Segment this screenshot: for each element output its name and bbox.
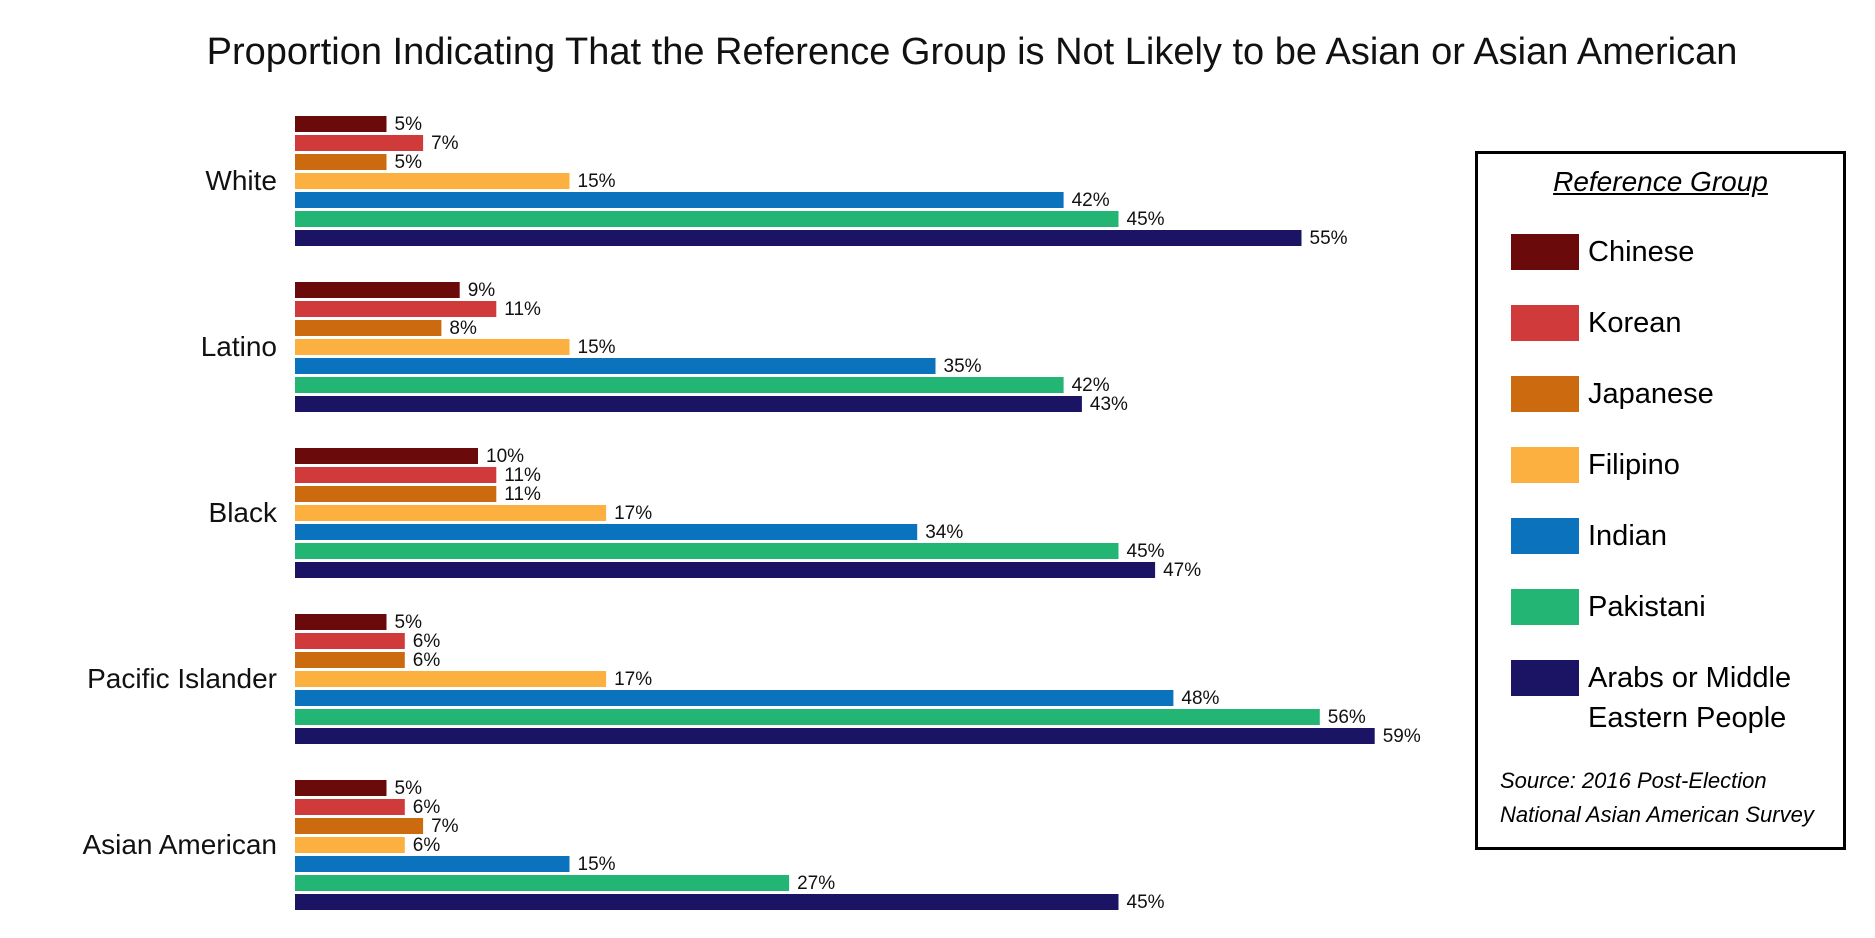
bar xyxy=(295,894,1119,910)
value-label: 35% xyxy=(944,356,982,377)
legend-label: Pakistani xyxy=(1588,591,1706,623)
legend-swatch xyxy=(1511,518,1579,554)
bar xyxy=(295,633,405,649)
legend: Reference Group Source: 2016 Post-Electi… xyxy=(1475,151,1846,850)
bar xyxy=(295,358,936,374)
value-label: 47% xyxy=(1163,560,1201,581)
category-label: Latino xyxy=(201,331,277,362)
value-label: 15% xyxy=(578,171,616,192)
bar xyxy=(295,211,1119,227)
bar xyxy=(295,524,918,540)
legend-title: Reference Group xyxy=(1553,166,1768,197)
legend-label: Arabs or Middle Eastern People xyxy=(1588,662,1792,734)
bar xyxy=(295,301,497,317)
legend-label: Chinese xyxy=(1588,236,1695,268)
value-label: 6% xyxy=(413,797,441,818)
value-label: 11% xyxy=(504,465,541,486)
value-label: 6% xyxy=(413,631,441,652)
bar xyxy=(295,728,1375,744)
value-label: 17% xyxy=(614,503,652,524)
bar xyxy=(295,377,1064,393)
bar xyxy=(295,690,1174,706)
bar xyxy=(295,799,405,815)
bar xyxy=(295,562,1156,578)
value-label: 45% xyxy=(1127,892,1165,913)
bar xyxy=(295,818,424,834)
value-label: 48% xyxy=(1181,688,1219,709)
category-label: Pacific Islander xyxy=(87,663,277,694)
legend-swatch xyxy=(1511,447,1579,483)
value-label: 6% xyxy=(413,835,441,856)
bar xyxy=(295,339,570,355)
value-label: 43% xyxy=(1090,394,1128,415)
value-label: 45% xyxy=(1127,209,1165,230)
category-label: Asian American xyxy=(82,829,277,860)
value-label: 7% xyxy=(431,816,459,837)
source-note: Source: 2016 Post-Election National Asia… xyxy=(1500,768,1814,827)
bar xyxy=(295,396,1082,412)
bar xyxy=(295,467,497,483)
bar xyxy=(295,154,387,170)
value-label: 42% xyxy=(1072,190,1110,211)
bar xyxy=(295,192,1064,208)
legend-label: Filipino xyxy=(1588,449,1680,481)
value-label: 8% xyxy=(449,318,477,339)
bar xyxy=(295,671,607,687)
bar xyxy=(295,856,570,872)
legend-swatch xyxy=(1511,660,1579,696)
value-label: 5% xyxy=(395,778,423,799)
bar xyxy=(295,173,570,189)
legend-label: Indian xyxy=(1588,520,1668,552)
value-label: 15% xyxy=(578,337,616,358)
legend-swatch xyxy=(1511,234,1579,270)
bar xyxy=(295,505,607,521)
value-label: 10% xyxy=(486,446,524,467)
bar xyxy=(295,282,460,298)
bar xyxy=(295,875,790,891)
value-label: 11% xyxy=(504,299,541,320)
value-label: 9% xyxy=(468,280,496,301)
legend-swatch xyxy=(1511,376,1579,412)
value-label: 5% xyxy=(395,114,423,135)
chart-title: Proportion Indicating That the Reference… xyxy=(207,31,1738,73)
value-label: 45% xyxy=(1127,541,1165,562)
bar xyxy=(295,837,405,853)
bar xyxy=(295,543,1119,559)
value-label: 17% xyxy=(614,669,652,690)
value-label: 42% xyxy=(1072,375,1110,396)
bar xyxy=(295,448,478,464)
category-label: Black xyxy=(209,497,278,528)
bar xyxy=(295,116,387,132)
value-label: 5% xyxy=(395,152,423,173)
category-label: White xyxy=(205,165,277,196)
legend-label: Japanese xyxy=(1588,378,1714,410)
bar xyxy=(295,709,1320,725)
bar xyxy=(295,320,442,336)
value-label: 6% xyxy=(413,650,441,671)
bar xyxy=(295,135,424,151)
bar xyxy=(295,486,497,502)
bar xyxy=(295,614,387,630)
bar xyxy=(295,230,1302,246)
value-label: 27% xyxy=(797,873,835,894)
value-label: 34% xyxy=(925,522,963,543)
bar xyxy=(295,652,405,668)
value-label: 15% xyxy=(578,854,616,875)
legend-swatch xyxy=(1511,589,1579,625)
legend-swatch xyxy=(1511,305,1579,341)
value-label: 55% xyxy=(1310,228,1348,249)
value-label: 56% xyxy=(1328,707,1366,728)
bar xyxy=(295,780,387,796)
value-label: 59% xyxy=(1383,726,1421,747)
value-label: 11% xyxy=(504,484,541,505)
value-label: 5% xyxy=(395,612,423,633)
value-label: 7% xyxy=(431,133,459,154)
legend-label: Korean xyxy=(1588,307,1682,339)
